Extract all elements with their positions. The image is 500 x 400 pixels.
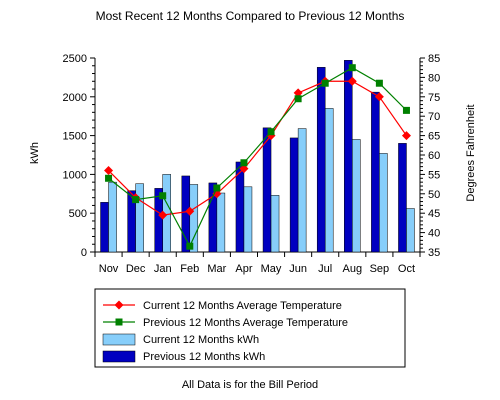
bar-previous-kwh [398, 143, 407, 253]
x-tick-label: Jun [289, 263, 307, 275]
lines [104, 64, 411, 250]
x-tick-label: Jan [154, 263, 172, 275]
x-tick-label: Sep [370, 263, 390, 275]
y-tick-label-right: 75 [428, 92, 440, 104]
y-tick-label-right: 85 [428, 53, 440, 65]
legend-label: Current 12 Months Average Temperature [143, 300, 342, 312]
y-tick-label-left: 2500 [63, 53, 87, 65]
point-current-temperature [401, 131, 411, 141]
point-current-temperature [185, 206, 195, 216]
bar-current-kwh [189, 184, 199, 253]
y-tick-label-right: 55 [428, 169, 440, 181]
y-axis-label-right: Degrees Fahrenheit [465, 104, 477, 201]
point-previous-temperature [321, 79, 329, 87]
point-previous-temperature [213, 184, 221, 192]
point-previous-temperature [402, 106, 410, 114]
y-tick-label-right: 80 [428, 72, 440, 84]
ticks: 0 500 1000 1500 2000 2500 35 40 45 50 55 60 65 70 75 80… [63, 53, 441, 275]
point-current-temperature [293, 88, 303, 98]
x-tick-label: Mar [207, 263, 226, 275]
bar-current-kwh [297, 128, 307, 253]
footnote: All Data is for the Bill Period [182, 379, 318, 391]
bar-previous-kwh [371, 91, 380, 253]
legend-square-marker [115, 318, 123, 326]
legend-box [94, 288, 406, 368]
point-previous-temperature [186, 242, 194, 250]
point-previous-temperature [375, 79, 383, 87]
point-previous-temperature [267, 128, 275, 136]
y-axis-label-left: kWh [29, 142, 41, 164]
point-previous-temperature [294, 95, 302, 103]
bar-current-kwh [270, 195, 280, 253]
bar-current-kwh [406, 208, 415, 253]
y-tick-label-left: 1500 [63, 131, 87, 143]
y-tick-label-right: 35 [428, 247, 440, 259]
point-previous-temperature [159, 192, 167, 200]
line-current-temperature [108, 80, 407, 216]
y-tick-label-right: 65 [428, 131, 440, 143]
y-tick-label-right: 40 [428, 228, 440, 240]
bar-previous-kwh [100, 202, 109, 253]
y-tick-label-left: 1000 [63, 169, 87, 181]
point-previous-temperature [240, 159, 248, 167]
y-tick-label-right: 70 [428, 111, 440, 123]
x-tick-label: Apr [235, 263, 252, 275]
point-current-temperature [347, 76, 357, 86]
bar-current-kwh [243, 186, 253, 253]
bar-previous-kwh [344, 60, 353, 253]
bar-current-kwh [108, 181, 117, 253]
legend: Current 12 Months Average Temperature Pre… [94, 288, 406, 368]
x-tick-label: May [261, 263, 282, 275]
bar-current-kwh [324, 108, 334, 253]
x-tick-label: Oct [398, 263, 415, 275]
x-tick-label: Aug [343, 263, 363, 275]
y-tick-label-left: 0 [81, 247, 87, 259]
legend-label: Current 12 Months kWh [143, 334, 259, 346]
bar-previous-kwh [262, 127, 272, 253]
y-tick-label-left: 500 [69, 208, 87, 220]
legend-bar-swatch [102, 333, 136, 346]
legend-label: Previous 12 Months kWh [143, 351, 265, 363]
point-current-temperature [239, 164, 249, 174]
legend-diamond-marker [114, 300, 124, 310]
y-tick-label-right: 50 [428, 189, 440, 201]
bar-previous-kwh [289, 137, 299, 253]
bars [100, 60, 415, 253]
bar-previous-kwh [316, 67, 326, 253]
chart-title: Most Recent 12 Months Compared to Previo… [96, 9, 405, 23]
y-tick-label-left: 2000 [63, 92, 87, 104]
bar-current-kwh [352, 139, 361, 253]
bar-current-kwh [135, 183, 144, 253]
point-previous-temperature [105, 174, 113, 182]
point-previous-temperature [132, 196, 140, 204]
x-tick-label: Nov [99, 263, 119, 275]
bar-current-kwh [216, 192, 226, 253]
point-current-temperature [374, 92, 384, 102]
x-tick-label: Dec [126, 263, 146, 275]
y-tick-label-right: 45 [428, 208, 440, 220]
x-tick-label: Feb [180, 263, 199, 275]
point-current-temperature [104, 166, 114, 176]
line-previous-temperature [108, 67, 407, 248]
bar-current-kwh [379, 153, 388, 253]
legend-label: Previous 12 Months Average Temperature [143, 317, 348, 329]
legend-bar-swatch [102, 350, 136, 363]
point-previous-temperature [348, 64, 356, 72]
y-tick-label-right: 60 [428, 150, 440, 162]
x-tick-label: Jul [318, 263, 332, 275]
point-current-temperature [158, 210, 168, 220]
